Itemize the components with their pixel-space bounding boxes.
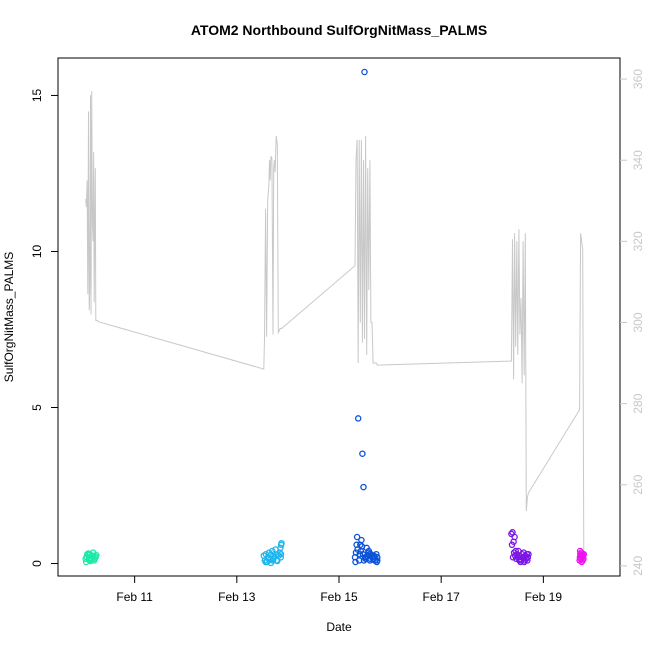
- y2-tick-label: 280: [631, 393, 645, 413]
- data-point-group-2: [277, 550, 285, 558]
- y-tick-label: 15: [30, 88, 44, 102]
- data-point-group-3: [358, 536, 365, 544]
- data-point-group-4: [516, 557, 523, 564]
- data-point-group-3: [361, 554, 369, 561]
- data-point-group-3: [360, 483, 367, 491]
- data-point-group-2: [267, 559, 275, 567]
- data-point-group-4: [511, 533, 518, 541]
- data-point-group-3: [359, 450, 366, 457]
- data-point-group-3: [370, 555, 377, 563]
- data-point-group-3: [374, 557, 381, 564]
- data-point-group-4: [524, 557, 531, 564]
- data-point-group-1: [92, 553, 100, 560]
- data-point-group-1: [86, 554, 93, 562]
- secondary-series: [85, 91, 585, 554]
- x-tick-label: Feb 19: [525, 590, 563, 604]
- data-point-group-3: [357, 547, 365, 555]
- data-point-group-2: [274, 557, 281, 565]
- data-point-group-2: [278, 539, 285, 547]
- data-point-group-2: [277, 554, 285, 561]
- y2-axis: 240 260 280 300 320 340 360: [620, 69, 645, 576]
- data-point-group-3: [373, 550, 380, 558]
- y-tick-label: 0: [30, 560, 44, 567]
- secondary-series-line: [85, 91, 585, 554]
- y2-tick-label: 320: [631, 231, 645, 251]
- y2-tick-label: 300: [631, 312, 645, 332]
- data-point-group-3: [353, 533, 361, 541]
- x-tick-label: Feb 17: [423, 590, 461, 604]
- y-tick-label: 5: [30, 404, 44, 411]
- data-point-group-2: [269, 547, 276, 555]
- data-point-group-3: [366, 550, 373, 558]
- y2-tick-label: 340: [631, 150, 645, 170]
- y-axis-label: SulfOrgNitMass_PALMS: [2, 252, 16, 382]
- data-point-group-3: [353, 541, 360, 549]
- data-point-group-5: [578, 553, 586, 560]
- data-point-group-4: [511, 552, 519, 559]
- data-point-group-3: [361, 68, 368, 76]
- chart-title: ATOM2 Northbound SulfOrgNitMass_PALMS: [191, 22, 487, 38]
- y-tick-label: 10: [30, 244, 44, 258]
- data-point-group-4: [520, 549, 527, 556]
- x-axis-label: Date: [326, 620, 352, 634]
- data-point-group-4: [524, 554, 532, 561]
- y-axis: 0 5 10 15: [30, 88, 58, 567]
- y2-tick-label: 360: [631, 69, 645, 89]
- y2-tick-label: 260: [631, 474, 645, 494]
- data-point-group-3: [356, 550, 364, 558]
- y2-tick-label: 240: [631, 556, 645, 576]
- x-tick-label: Feb 11: [116, 590, 153, 604]
- data-point-group-3: [354, 415, 362, 422]
- data-point-group-4: [512, 555, 520, 563]
- x-tick-label: Feb 15: [320, 590, 358, 604]
- plot-frame: [57, 57, 621, 577]
- data-point-group-4: [523, 550, 531, 558]
- data-point-group-4: [508, 541, 516, 549]
- data-point-group-3: [352, 558, 359, 566]
- x-axis: Feb 11 Feb 13 Feb 15 Feb 17 Feb 19: [116, 576, 562, 604]
- data-point-group-1: [82, 558, 90, 566]
- scatter-points: [82, 68, 588, 567]
- x-tick-label: Feb 13: [218, 590, 256, 604]
- data-point-group-5: [576, 547, 584, 555]
